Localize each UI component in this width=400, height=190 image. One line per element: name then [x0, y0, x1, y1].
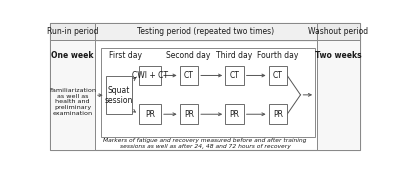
FancyBboxPatch shape — [50, 23, 360, 40]
FancyBboxPatch shape — [106, 76, 132, 114]
FancyBboxPatch shape — [317, 23, 360, 40]
FancyBboxPatch shape — [139, 66, 161, 85]
FancyBboxPatch shape — [50, 40, 360, 150]
Text: Second day: Second day — [166, 51, 210, 60]
Text: Markers of fatigue and recovery measured before and after training
sessions as w: Markers of fatigue and recovery measured… — [103, 138, 307, 149]
Text: PR: PR — [230, 110, 240, 119]
Text: Two weeks: Two weeks — [315, 51, 362, 60]
Text: CT: CT — [230, 71, 239, 80]
Text: Third day: Third day — [216, 51, 252, 60]
Text: CWI + CT: CWI + CT — [132, 71, 168, 80]
Text: One week: One week — [51, 51, 94, 60]
Text: CT: CT — [184, 71, 194, 80]
Text: Run-in period: Run-in period — [47, 27, 98, 36]
FancyBboxPatch shape — [180, 104, 198, 124]
FancyBboxPatch shape — [225, 104, 244, 124]
Text: PR: PR — [145, 110, 155, 119]
Text: First day: First day — [110, 51, 142, 60]
Text: Testing period (repeated two times): Testing period (repeated two times) — [137, 27, 274, 36]
FancyBboxPatch shape — [180, 66, 198, 85]
FancyBboxPatch shape — [317, 40, 360, 150]
FancyBboxPatch shape — [50, 23, 95, 40]
FancyBboxPatch shape — [95, 23, 317, 40]
FancyBboxPatch shape — [268, 66, 287, 85]
FancyBboxPatch shape — [225, 66, 244, 85]
FancyBboxPatch shape — [139, 104, 161, 124]
FancyBboxPatch shape — [268, 104, 287, 124]
Text: Familiarization
as well as
health and
preliminary
examination: Familiarization as well as health and pr… — [49, 88, 96, 116]
Text: PR: PR — [184, 110, 194, 119]
Text: CT: CT — [273, 71, 283, 80]
Text: Fourth day: Fourth day — [257, 51, 298, 60]
FancyBboxPatch shape — [50, 40, 95, 150]
Text: Washout period: Washout period — [308, 27, 368, 36]
Text: PR: PR — [273, 110, 283, 119]
Text: Squat
session: Squat session — [105, 86, 133, 105]
